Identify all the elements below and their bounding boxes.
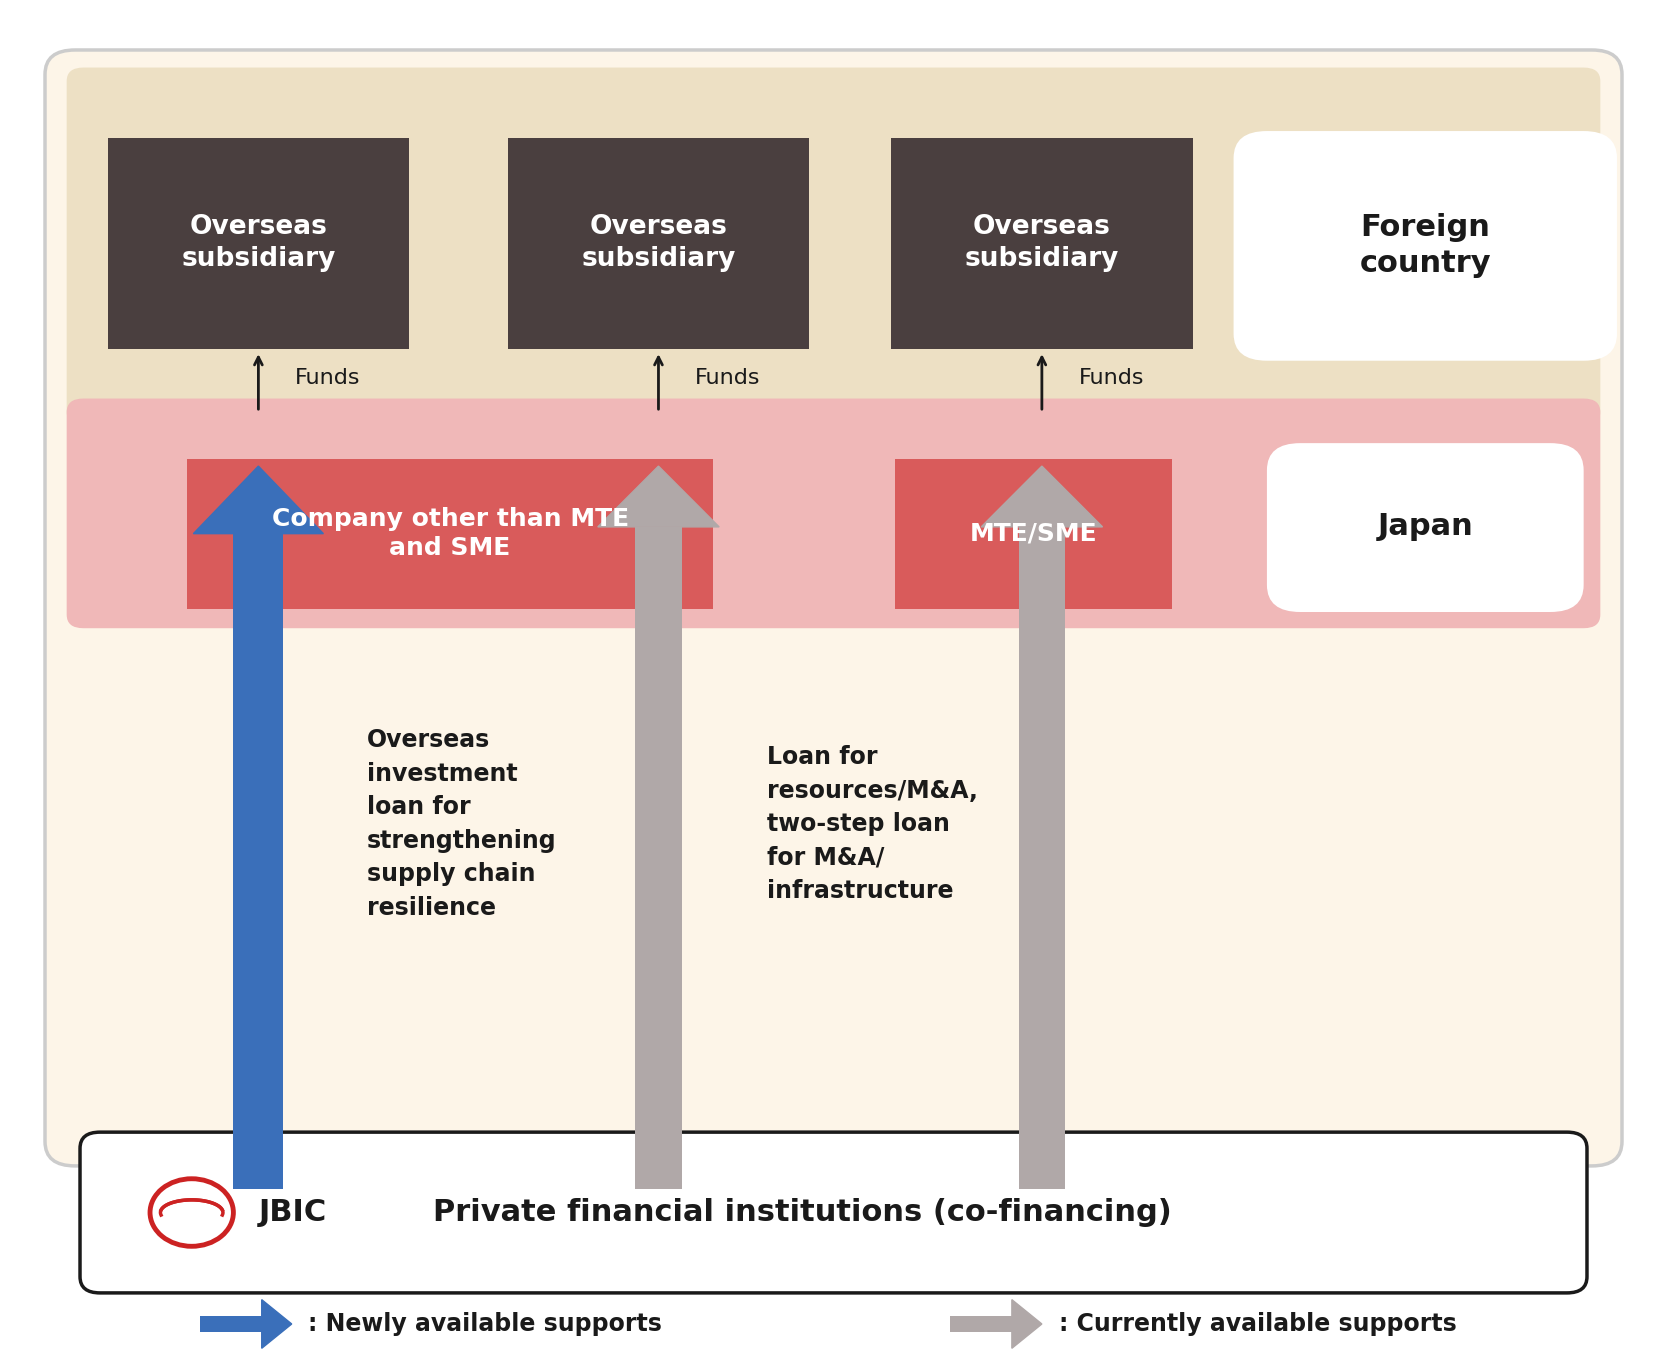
Text: : Currently available supports: : Currently available supports (1059, 1312, 1457, 1336)
Text: Funds: Funds (1079, 369, 1144, 388)
FancyBboxPatch shape (507, 138, 810, 349)
Text: MTE/SME: MTE/SME (970, 521, 1097, 546)
Bar (950, 1316, 1012, 1332)
FancyBboxPatch shape (45, 50, 1622, 1166)
Text: Private financial institutions (co-financing): Private financial institutions (co-finan… (433, 1198, 1172, 1227)
Text: Funds: Funds (295, 369, 360, 388)
Polygon shape (262, 1300, 292, 1348)
Text: Overseas
investment
loan for
strengthening
supply chain
resilience: Overseas investment loan for strengtheni… (367, 728, 557, 920)
FancyBboxPatch shape (107, 138, 410, 349)
Text: Loan for
resources/M&A,
two-step loan
for M&A/
infrastructure: Loan for resources/M&A, two-step loan fo… (767, 746, 977, 902)
Bar (233, 534, 283, 1189)
Text: Overseas
subsidiary: Overseas subsidiary (182, 215, 335, 272)
Text: JBIC: JBIC (258, 1198, 327, 1227)
FancyBboxPatch shape (67, 68, 1600, 426)
FancyBboxPatch shape (890, 138, 1194, 349)
Polygon shape (598, 466, 718, 527)
Text: Japan: Japan (1377, 512, 1474, 542)
Text: Funds: Funds (695, 369, 760, 388)
Text: Overseas
subsidiary: Overseas subsidiary (582, 215, 735, 272)
FancyBboxPatch shape (80, 1132, 1587, 1293)
FancyBboxPatch shape (895, 459, 1172, 608)
Text: Company other than MTE
and SME: Company other than MTE and SME (272, 507, 628, 561)
Polygon shape (1012, 1300, 1042, 1348)
FancyBboxPatch shape (187, 459, 713, 608)
Text: Overseas
subsidiary: Overseas subsidiary (965, 215, 1119, 272)
FancyBboxPatch shape (67, 399, 1600, 628)
Text: : Newly available supports: : Newly available supports (308, 1312, 662, 1336)
Polygon shape (193, 466, 323, 534)
FancyBboxPatch shape (1234, 131, 1617, 361)
Bar (200, 1316, 262, 1332)
Text: Foreign
country: Foreign country (1360, 213, 1490, 278)
Polygon shape (982, 466, 1102, 527)
Bar (635, 527, 682, 1189)
Bar (1019, 527, 1065, 1189)
FancyBboxPatch shape (1267, 443, 1584, 612)
